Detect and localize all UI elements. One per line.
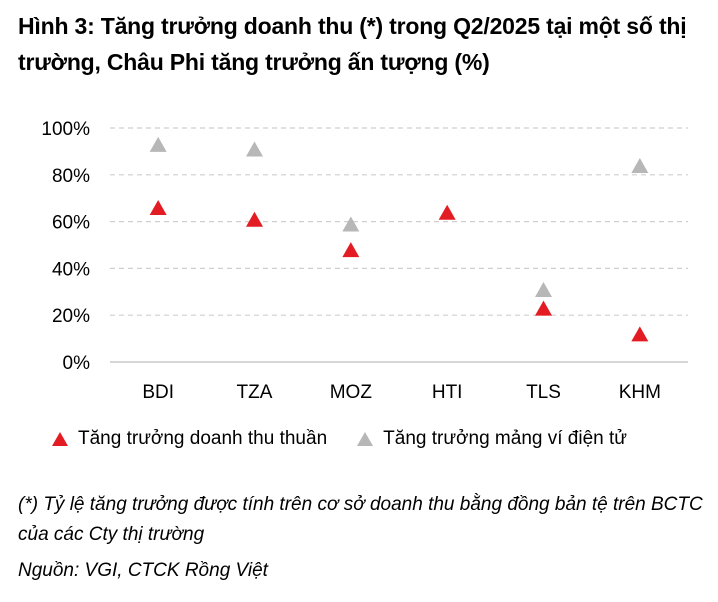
y-tick-label: 100% <box>41 119 90 140</box>
legend-label-revenue: Tăng trưởng doanh thu thuần <box>78 428 328 449</box>
red-triangle-icon <box>52 432 68 446</box>
x-tick-label: TZA <box>237 382 273 403</box>
x-tick-label: HTI <box>432 382 463 403</box>
revenue-growth-point <box>342 242 360 258</box>
x-tick-label: KHM <box>619 382 661 403</box>
revenue-growth-point <box>535 300 552 316</box>
x-tick-label: TLS <box>526 382 561 403</box>
y-tick-label: 20% <box>52 306 90 327</box>
footnote: (*) Tỷ lệ tăng trưởng được tính trên cơ … <box>18 494 703 545</box>
source-note: Nguồn: VGI, CTCK Rồng Việt <box>18 560 268 581</box>
legend-label-ewallet: Tăng trưởng mảng ví điện tử <box>383 428 627 449</box>
y-tick-label: 40% <box>52 259 90 280</box>
ewallet-growth-point <box>246 141 263 157</box>
legend-item-ewallet: Tăng trưởng mảng ví điện tử <box>357 428 627 450</box>
chart-legend: Tăng trưởng doanh thu thuần Tăng trưởng … <box>52 428 657 450</box>
ewallet-growth-point <box>149 136 167 152</box>
y-tick-label: 60% <box>52 213 90 234</box>
x-tick-label: BDI <box>142 382 174 403</box>
x-tick-label: MOZ <box>330 382 373 403</box>
legend-item-revenue: Tăng trưởng doanh thu thuần <box>52 428 327 450</box>
gray-triangle-icon <box>357 432 374 446</box>
y-tick-label: 0% <box>63 353 91 374</box>
chart-title: Hình 3: Tăng trưởng doanh thu (*) trong … <box>18 13 687 75</box>
ewallet-growth-point <box>535 281 552 297</box>
ewallet-growth-point <box>631 157 649 173</box>
y-tick-label: 80% <box>52 166 90 187</box>
revenue-growth-point <box>246 211 263 227</box>
revenue-growth-point <box>149 200 167 216</box>
revenue-growth-point <box>631 326 649 342</box>
revenue-growth-point <box>438 204 456 220</box>
ewallet-growth-point <box>342 216 360 232</box>
